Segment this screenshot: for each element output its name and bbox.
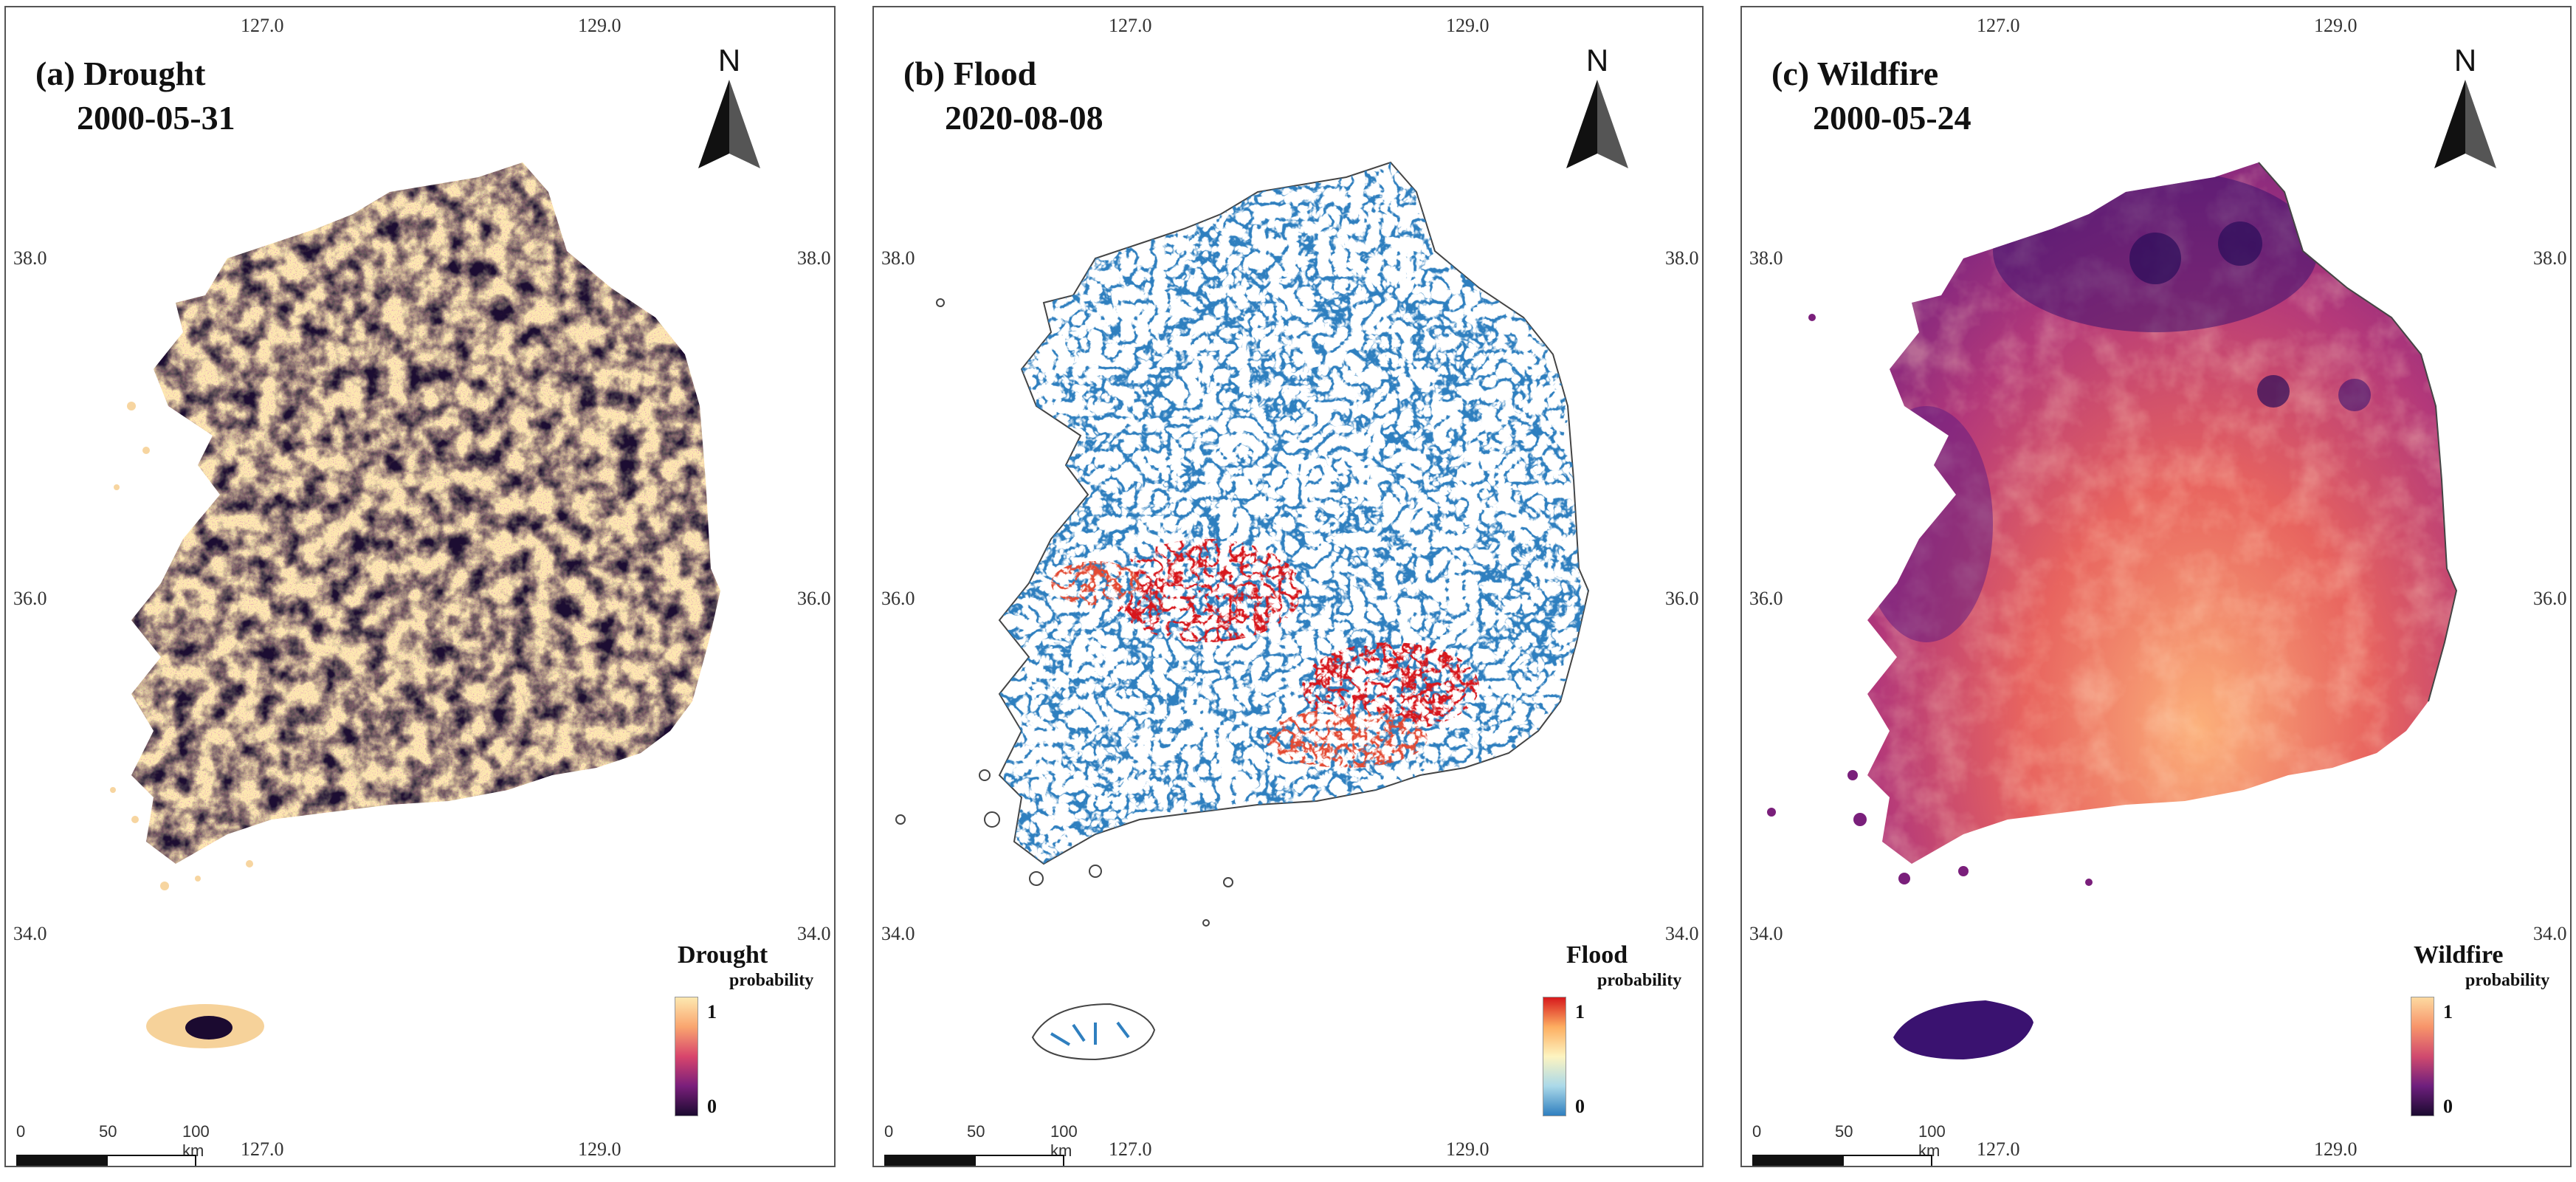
lon-tick-top-2: 129.0 [578,15,621,36]
legend-colorbar [675,997,698,1116]
lat-tick-left-3: 34.0 [13,923,47,944]
wildfire-east-coastline [2258,162,2458,702]
panel-label: (a) Drought [35,55,206,92]
jeju-island [1031,1003,1156,1061]
lat-tick-left-3: 34.0 [1749,923,1783,944]
scale-label-0: 0 [1752,1122,1762,1141]
jeju-island-core [185,1016,233,1040]
lon-tick-top-2: 129.0 [1446,15,1490,36]
scale-label-50: 50 [1835,1122,1853,1141]
legend-colorbar [2411,997,2434,1116]
scale-label-50: 50 [967,1122,985,1141]
scale-segment-1 [16,1155,106,1166]
coastal-islands [1767,314,2093,886]
lon-tick-bottom-1: 127.0 [1109,1138,1152,1160]
panel-wildfire: 127.0 129.0 127.0 129.0 38.0 36.0 34.0 3… [1740,6,2572,1167]
lon-tick-bottom-2: 129.0 [2314,1138,2358,1160]
legend-subtitle: probability [729,971,814,990]
panel-title: (c) Wildfire 2000-05-24 [1771,52,1971,140]
panel-title: (a) Drought 2000-05-31 [35,52,235,140]
coastal-islands [895,298,1233,927]
wildfire-map [1767,162,2458,1059]
lat-tick-left-2: 36.0 [1749,588,1783,609]
north-letter: N [1585,43,1609,78]
panel-flood: 127.0 129.0 127.0 129.0 38.0 36.0 34.0 3… [872,6,1704,1167]
north-letter: N [2453,43,2477,78]
north-arrow: N [692,43,766,176]
lat-tick-right-2: 36.0 [1665,588,1699,609]
lat-tick-left-2: 36.0 [881,588,915,609]
flood-hotspots [1051,539,1479,768]
lat-tick-left-2: 36.0 [13,588,47,609]
lat-tick-left-1: 38.0 [881,247,915,269]
coastal-islands [110,402,253,890]
lon-tick-bottom-1: 127.0 [1977,1138,2020,1160]
legend-title: Wildfire [2414,941,2504,969]
legend-min: 0 [707,1096,717,1117]
lat-tick-right-1: 38.0 [1665,247,1699,269]
scale-segment-2 [974,1155,1064,1166]
scale-segment-2 [1842,1155,1932,1166]
scale-label-0: 0 [884,1122,894,1141]
lat-tick-right-1: 38.0 [797,247,831,269]
lat-tick-right-3: 34.0 [1665,923,1699,944]
legend-colorbar [1543,997,1566,1116]
lat-tick-left-3: 34.0 [881,923,915,944]
drought-map [110,162,720,1048]
jeju-island [1893,1000,2033,1059]
north-arrow-icon [2434,80,2496,168]
lat-tick-left-1: 38.0 [13,247,47,269]
lon-tick-top-2: 129.0 [2314,15,2358,36]
panel-label: (b) Flood [903,55,1037,92]
lon-tick-bottom-1: 127.0 [241,1138,284,1160]
lat-tick-left-1: 38.0 [1749,247,1783,269]
scale-segment-1 [884,1155,974,1166]
panel-date: 2000-05-24 [1813,99,1971,137]
north-arrow-icon [698,80,760,168]
legend-max: 1 [2443,1001,2453,1023]
north-arrow-icon [1566,80,1628,168]
north-arrow: N [1560,43,1634,176]
jeju-rivers [1050,1021,1130,1046]
scale-label-0: 0 [16,1122,26,1141]
panel-date: 2020-08-08 [945,99,1103,137]
scale-label-50: 50 [99,1122,117,1141]
lat-tick-right-3: 34.0 [797,923,831,944]
lon-tick-top-1: 127.0 [241,15,284,36]
panel-title: (b) Flood 2020-08-08 [903,52,1103,140]
panel-drought: 127.0 129.0 127.0 129.0 38.0 36.0 34.0 3… [4,6,836,1167]
north-arrow: N [2428,43,2502,176]
lon-tick-top-1: 127.0 [1109,15,1152,36]
legend-max: 1 [1575,1001,1585,1023]
legend-min: 0 [2443,1096,2453,1117]
north-letter: N [717,43,741,78]
scale-label-100: 100 km [1050,1122,1078,1160]
legend-title: Drought [678,941,768,969]
lat-tick-right-2: 36.0 [797,588,831,609]
lon-tick-bottom-2: 129.0 [1446,1138,1490,1160]
flood-map [895,161,1590,1061]
scale-bar: 0 50 100 km [884,1122,1078,1166]
legend-subtitle: probability [1597,971,1682,990]
scale-bar: 0 50 100 km [1752,1122,1946,1166]
wildfire-land [1867,162,2456,864]
legend-max: 1 [707,1001,717,1023]
legend-min: 0 [1575,1096,1585,1117]
lon-tick-bottom-2: 129.0 [578,1138,621,1160]
lat-tick-right-3: 34.0 [2533,923,2567,944]
panel-label: (c) Wildfire [1771,55,1939,92]
lat-tick-right-1: 38.0 [2533,247,2567,269]
panel-date: 2000-05-31 [77,99,235,137]
lat-tick-right-2: 36.0 [2533,588,2567,609]
scale-segment-2 [106,1155,196,1166]
scale-bar: 0 50 100 km [16,1122,210,1166]
legend-subtitle: probability [2465,971,2550,990]
lon-tick-top-1: 127.0 [1977,15,2020,36]
flood-river-network [999,162,1588,864]
scale-segment-1 [1752,1155,1842,1166]
drought-land [131,162,720,864]
legend-title: Flood [1566,941,1628,969]
